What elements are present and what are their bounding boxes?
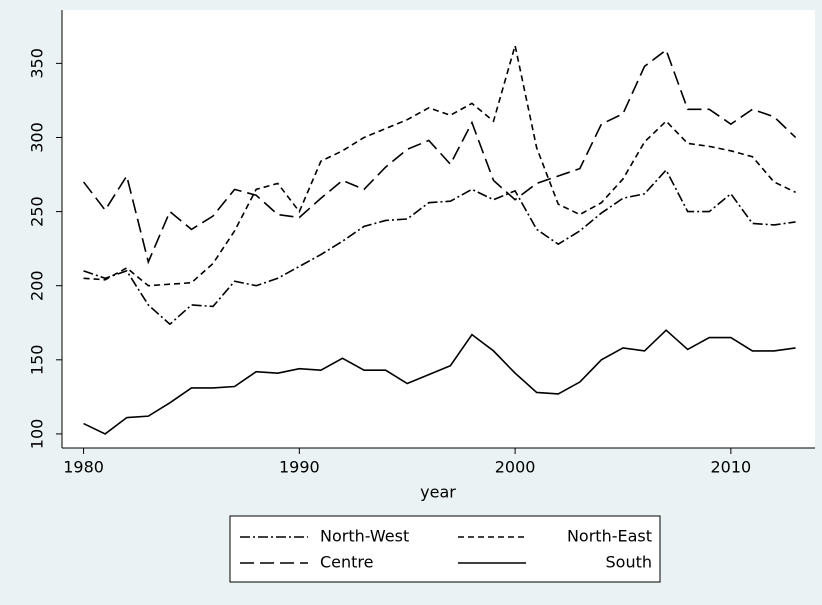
legend-label: North-East bbox=[567, 527, 652, 546]
y-tick-label: 100 bbox=[28, 419, 47, 450]
y-tick-label: 250 bbox=[28, 196, 47, 227]
x-tick-label: 1980 bbox=[63, 458, 104, 477]
x-axis-label: year bbox=[420, 483, 456, 502]
y-tick-label: 150 bbox=[28, 345, 47, 376]
x-tick-label: 2000 bbox=[495, 458, 536, 477]
plot-area bbox=[62, 10, 815, 448]
series-line bbox=[83, 329, 796, 435]
legend-label: North-West bbox=[320, 527, 409, 546]
x-tick-label: 1990 bbox=[279, 458, 320, 477]
legend-label: Centre bbox=[320, 553, 374, 572]
y-tick-label: 200 bbox=[28, 270, 47, 301]
series-line bbox=[83, 45, 796, 287]
series-line bbox=[82, 48, 797, 265]
legend-label: South bbox=[606, 553, 653, 572]
y-tick-label: 300 bbox=[28, 122, 47, 153]
legend bbox=[229, 515, 661, 583]
x-tick-label: 2010 bbox=[710, 458, 751, 477]
y-tick-label: 350 bbox=[28, 48, 47, 79]
